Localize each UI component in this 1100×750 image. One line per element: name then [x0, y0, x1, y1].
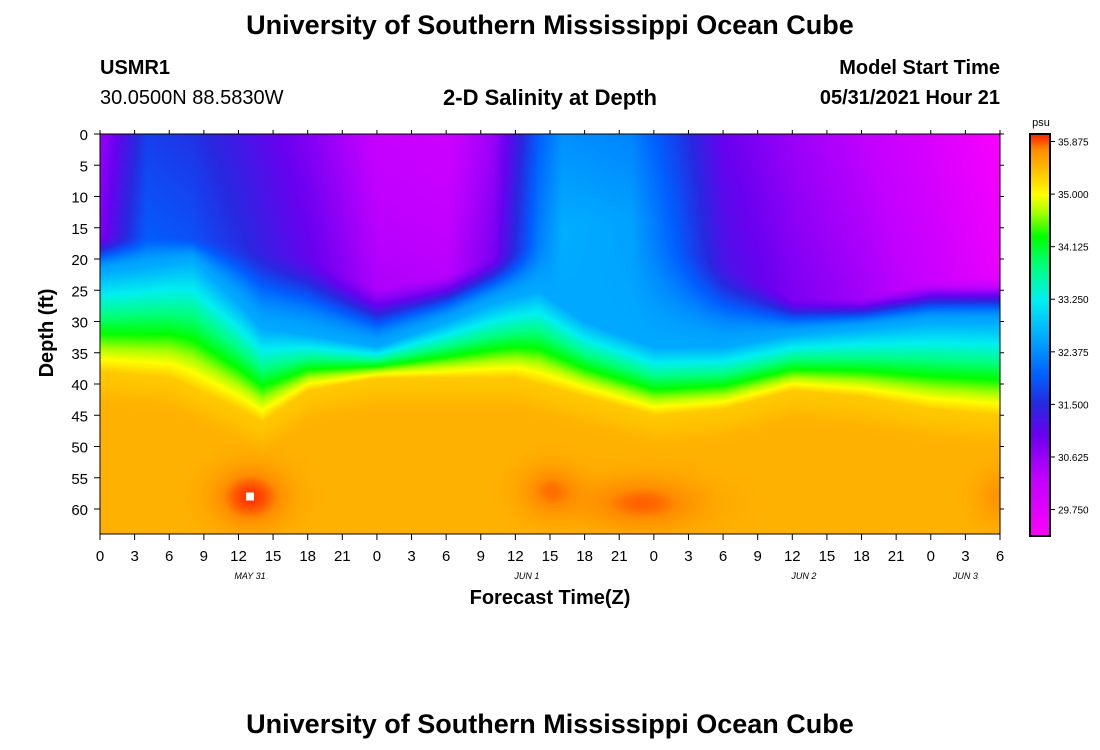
date-label: JUN 1 [513, 571, 539, 581]
footer-title: University of Southern Mississippi Ocean… [246, 709, 854, 739]
x-tick-label: 9 [754, 548, 762, 565]
y-tick-label: 50 [71, 440, 88, 457]
x-tick-label: 0 [927, 548, 935, 565]
observation-marker [246, 492, 254, 501]
x-tick-label: 3 [961, 548, 969, 565]
x-axis: 0 3 6 9 12 15 18 21 0 3 6 9 12 15 18 21 0 3 6 9 12 15 18 21 0 3 6 M… [96, 130, 1004, 581]
model-start-label: Model Start Time [839, 57, 1000, 79]
x-tick-label: 15 [819, 548, 836, 565]
colorbar-tick-label: 35.000 [1058, 190, 1089, 201]
x-tick-label: 15 [542, 548, 559, 565]
date-label: MAY 31 [234, 571, 265, 581]
x-tick-label: 12 [230, 548, 247, 565]
x-tick-label: 15 [265, 548, 282, 565]
y-tick-label: 25 [71, 283, 88, 300]
x-axis-label: Forecast Time(Z) [470, 587, 631, 609]
x-tick-label: 3 [407, 548, 415, 565]
date-label: JUN 2 [790, 571, 816, 581]
x-tick-label: 6 [442, 548, 450, 565]
x-tick-label: 0 [650, 548, 658, 565]
y-tick-label: 30 [71, 315, 88, 332]
chart-marks [246, 492, 254, 501]
x-tick-label: 6 [719, 548, 727, 565]
y-tick-label: 60 [71, 502, 88, 519]
x-tick-label: 21 [334, 548, 351, 565]
x-tick-label: 0 [373, 548, 381, 565]
x-tick-label: 18 [299, 548, 316, 565]
y-tick-label: 15 [71, 221, 88, 238]
y-tick-label: 5 [80, 158, 88, 175]
colorbar-tick-label: 31.500 [1058, 400, 1089, 411]
x-tick-label: 3 [130, 548, 138, 565]
date-label: JUN 3 [952, 571, 978, 581]
y-tick-label: 0 [80, 127, 88, 144]
y-tick-label: 45 [71, 408, 88, 425]
salinity-chart: 0 3 6 9 12 15 18 21 0 3 6 9 12 15 18 21 0 3 6 9 12 15 18 21 0 3 6 M… [36, 117, 1089, 609]
colorbar [1030, 134, 1050, 536]
x-tick-label: 12 [784, 548, 801, 565]
y-tick-label: 35 [71, 346, 88, 363]
colorbar-tick-label: 34.125 [1058, 243, 1089, 254]
x-tick-label: 0 [96, 548, 104, 565]
colorbar-tick-label: 29.750 [1058, 506, 1089, 517]
colorbar-tick-label: 33.250 [1058, 295, 1089, 306]
x-tick-label: 3 [684, 548, 692, 565]
station-id: USMR1 [100, 57, 171, 79]
colorbar-tick-label: 35.875 [1058, 138, 1089, 149]
y-axis: 0 5 10 15 20 25 30 35 40 45 50 55 60 [71, 127, 1004, 519]
model-start-time: 05/31/2021 Hour 21 [819, 87, 1000, 109]
x-tick-label: 9 [477, 548, 485, 565]
x-tick-label: 18 [576, 548, 593, 565]
chart-title: University of Southern Mississippi Ocean… [246, 10, 854, 40]
chart-subtitle: 2-D Salinity at Depth [443, 85, 657, 110]
x-tick-label: 9 [200, 548, 208, 565]
colorbar-tick-label: 30.625 [1058, 453, 1089, 464]
station-coordinates: 30.0500N 88.5830W [100, 87, 284, 109]
y-tick-label: 40 [71, 377, 88, 394]
colorbar-tick-label: 32.375 [1058, 348, 1089, 359]
x-tick-label: 18 [853, 548, 870, 565]
y-tick-label: 10 [71, 190, 88, 207]
colorbar-unit: psu [1032, 117, 1050, 129]
x-tick-label: 6 [165, 548, 173, 565]
y-tick-label: 55 [71, 471, 88, 488]
colorbar-ticks: 35.875 35.000 34.125 33.250 32.375 31.500 30.6… [1050, 138, 1089, 517]
x-tick-label: 21 [611, 548, 628, 565]
x-tick-label: 12 [507, 548, 524, 565]
salinity-heatmap [100, 134, 1000, 534]
y-axis-label: Depth (ft) [36, 289, 58, 378]
x-tick-label: 6 [996, 548, 1004, 565]
colorbar-frame [1029, 133, 1051, 537]
x-tick-label: 21 [888, 548, 905, 565]
y-tick-label: 20 [71, 252, 88, 269]
